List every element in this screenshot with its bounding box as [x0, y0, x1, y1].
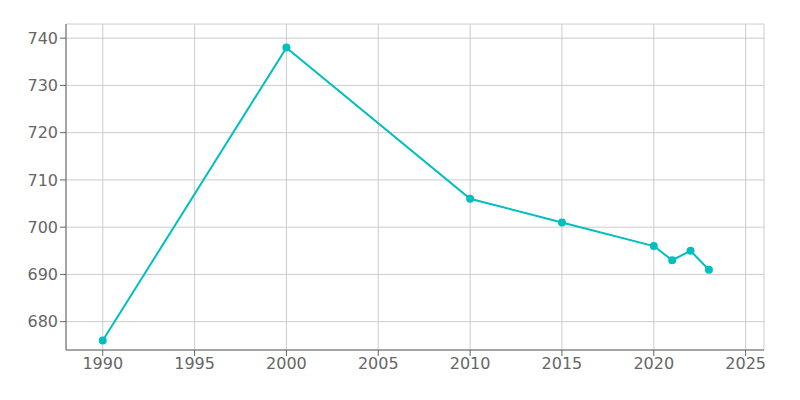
svg-text:710: 710 — [27, 171, 58, 190]
svg-text:700: 700 — [27, 218, 58, 237]
svg-text:2010: 2010 — [450, 354, 491, 373]
svg-text:720: 720 — [27, 123, 58, 142]
svg-text:740: 740 — [27, 29, 58, 48]
svg-text:2015: 2015 — [542, 354, 583, 373]
svg-text:2000: 2000 — [266, 354, 307, 373]
svg-text:680: 680 — [27, 312, 58, 331]
svg-text:1995: 1995 — [174, 354, 215, 373]
svg-text:2005: 2005 — [358, 354, 399, 373]
svg-text:1990: 1990 — [82, 354, 123, 373]
svg-text:2020: 2020 — [633, 354, 674, 373]
svg-text:2025: 2025 — [725, 354, 766, 373]
svg-text:730: 730 — [27, 76, 58, 95]
svg-text:690: 690 — [27, 265, 58, 284]
